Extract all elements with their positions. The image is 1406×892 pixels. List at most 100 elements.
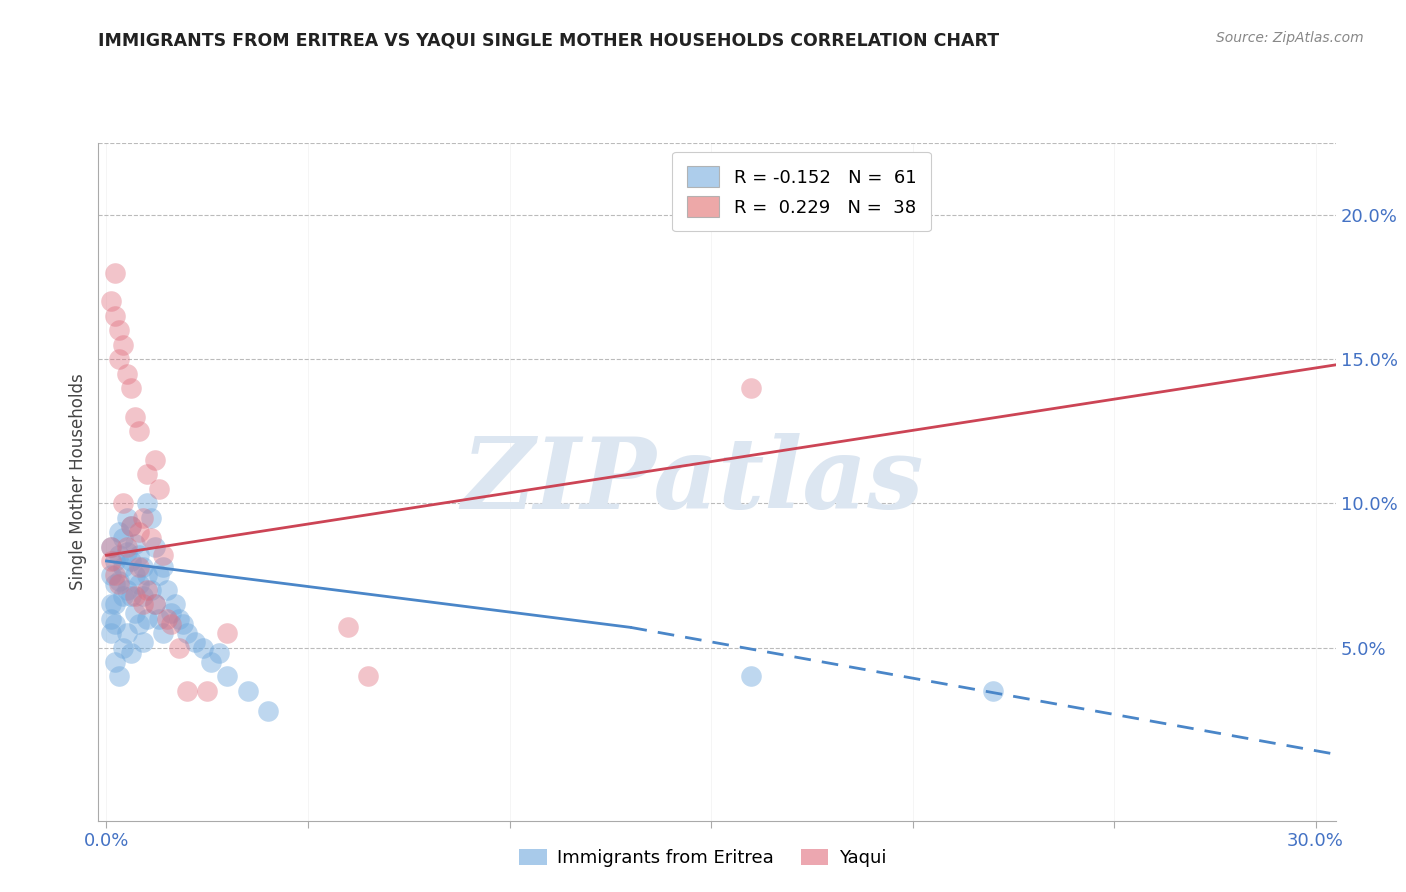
Point xyxy=(111,589,134,603)
Point xyxy=(184,634,207,648)
Point xyxy=(256,704,278,718)
Point xyxy=(135,568,157,582)
Point xyxy=(193,640,215,655)
Point xyxy=(115,626,138,640)
Point xyxy=(132,634,155,648)
Point xyxy=(236,683,259,698)
Point xyxy=(176,683,198,698)
Point xyxy=(740,669,762,683)
Point xyxy=(103,617,125,632)
Point xyxy=(115,510,138,524)
Point xyxy=(103,655,125,669)
Point xyxy=(124,537,146,551)
Point xyxy=(115,582,138,597)
Point xyxy=(100,554,122,568)
Point xyxy=(176,626,198,640)
Point xyxy=(124,606,146,620)
Point xyxy=(148,568,170,582)
Point xyxy=(100,294,122,309)
Y-axis label: Single Mother Households: Single Mother Households xyxy=(69,374,87,590)
Point xyxy=(217,669,239,683)
Point xyxy=(111,531,134,545)
Point xyxy=(217,626,239,640)
Point xyxy=(100,612,122,626)
Text: IMMIGRANTS FROM ERITREA VS YAQUI SINGLE MOTHER HOUSEHOLDS CORRELATION CHART: IMMIGRANTS FROM ERITREA VS YAQUI SINGLE … xyxy=(98,31,1000,49)
Point xyxy=(115,367,138,381)
Point xyxy=(115,545,138,559)
Point xyxy=(120,381,142,395)
Point xyxy=(111,640,134,655)
Point xyxy=(100,540,122,554)
Point xyxy=(139,510,162,524)
Point xyxy=(100,540,122,554)
Point xyxy=(156,612,179,626)
Point xyxy=(128,525,150,540)
Point xyxy=(132,559,155,574)
Point xyxy=(135,496,157,510)
Point xyxy=(107,574,129,589)
Point xyxy=(139,531,162,545)
Point xyxy=(100,568,122,582)
Point xyxy=(115,540,138,554)
Point xyxy=(139,582,162,597)
Point xyxy=(167,640,190,655)
Point xyxy=(152,626,174,640)
Point xyxy=(107,525,129,540)
Point xyxy=(740,381,762,395)
Point xyxy=(103,554,125,568)
Point xyxy=(103,309,125,323)
Point xyxy=(128,548,150,562)
Point xyxy=(135,612,157,626)
Point xyxy=(111,496,134,510)
Point xyxy=(103,597,125,611)
Point xyxy=(100,597,122,611)
Point xyxy=(156,582,179,597)
Point xyxy=(132,589,155,603)
Point xyxy=(148,612,170,626)
Point xyxy=(135,467,157,482)
Point xyxy=(143,597,166,611)
Point xyxy=(152,559,174,574)
Point xyxy=(124,409,146,424)
Legend: R = -0.152   N =  61, R =  0.229   N =  38: R = -0.152 N = 61, R = 0.229 N = 38 xyxy=(672,152,931,231)
Point xyxy=(128,577,150,591)
Point xyxy=(981,683,1004,698)
Point xyxy=(107,352,129,367)
Point xyxy=(128,559,150,574)
Point xyxy=(357,669,380,683)
Point xyxy=(111,559,134,574)
Point xyxy=(163,597,186,611)
Point xyxy=(120,646,142,660)
Point xyxy=(195,683,218,698)
Point xyxy=(103,266,125,280)
Point xyxy=(200,655,222,669)
Point xyxy=(100,626,122,640)
Point xyxy=(160,617,183,632)
Point xyxy=(172,617,194,632)
Text: ZIPatlas: ZIPatlas xyxy=(461,434,924,530)
Point xyxy=(160,606,183,620)
Text: Source: ZipAtlas.com: Source: ZipAtlas.com xyxy=(1216,31,1364,45)
Point xyxy=(337,620,360,634)
Point xyxy=(111,337,134,351)
Point xyxy=(107,577,129,591)
Point xyxy=(120,519,142,533)
Point xyxy=(143,597,166,611)
Legend: Immigrants from Eritrea, Yaqui: Immigrants from Eritrea, Yaqui xyxy=(512,841,894,874)
Point xyxy=(143,540,166,554)
Point xyxy=(120,554,142,568)
Point xyxy=(148,482,170,496)
Point xyxy=(124,568,146,582)
Point xyxy=(103,568,125,582)
Point xyxy=(107,323,129,337)
Point xyxy=(128,424,150,438)
Point xyxy=(132,597,155,611)
Point xyxy=(128,617,150,632)
Point xyxy=(152,548,174,562)
Point xyxy=(103,577,125,591)
Point xyxy=(135,582,157,597)
Point xyxy=(124,589,146,603)
Point xyxy=(107,548,129,562)
Point xyxy=(167,612,190,626)
Point xyxy=(120,589,142,603)
